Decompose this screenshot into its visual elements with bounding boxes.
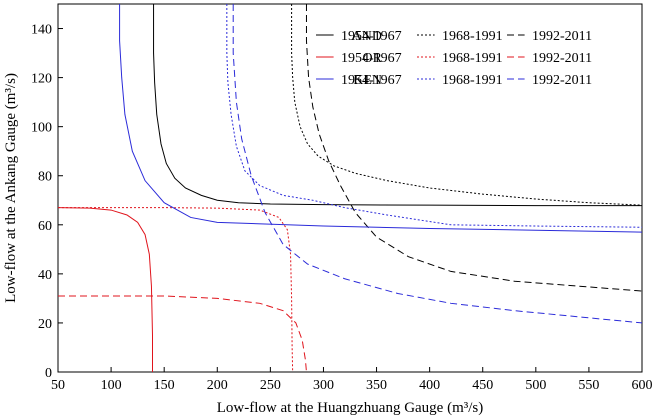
x-tick-label: 550 <box>578 378 599 393</box>
legend-period-label: 1968-1991 <box>442 51 503 66</box>
legend-period-label: 1968-1991 <box>442 73 503 88</box>
curve-ken-1992-2011 <box>232 4 642 324</box>
curve-and-1968-1991 <box>291 4 642 206</box>
y-axis-title: Low-flow at the Ankang Gauge (m³/s) <box>3 73 19 303</box>
legend-period-label: 1954-1967 <box>341 29 402 44</box>
x-tick-label: 50 <box>51 378 65 393</box>
curve-and-1954-1967 <box>153 4 642 207</box>
legend-group-label: AND <box>352 29 382 44</box>
y-tick-label: 60 <box>38 219 52 234</box>
legend-group-label: OR <box>363 51 383 66</box>
x-axis-title: Low-flow at the Huangzhuang Gauge (m³/s) <box>217 400 484 416</box>
plot-frame <box>57 3 643 373</box>
x-tick-label: 450 <box>472 378 493 393</box>
x-tick-label: 250 <box>260 378 281 393</box>
x-tick-label: 400 <box>419 378 440 393</box>
curves-layer <box>58 4 642 372</box>
x-tick-label: 200 <box>207 378 228 393</box>
curve-and-1992-2011 <box>305 4 642 292</box>
x-tick-label: 600 <box>632 378 653 393</box>
curve-ken-1954-1967 <box>119 4 642 233</box>
y-tick-label: 40 <box>38 268 52 283</box>
legend-period-label: 1992-2011 <box>532 73 592 88</box>
legend-period-label: 1992-2011 <box>532 29 592 44</box>
x-tick-label: 350 <box>366 378 387 393</box>
legend-period-label: 1954-1967 <box>341 73 402 88</box>
curve-or-1992-2011 <box>58 295 307 372</box>
x-tick-label: 300 <box>313 378 334 393</box>
x-tick-label: 500 <box>525 378 546 393</box>
curve-or-1968-1991 <box>58 207 294 372</box>
legend-period-label: 1968-1991 <box>442 29 503 44</box>
y-tick-label: 0 <box>45 366 52 381</box>
curve-or-1954-1967 <box>58 207 153 372</box>
legend-group-label: KEN <box>353 73 382 88</box>
y-tick-label: 80 <box>38 170 52 185</box>
y-tick-label: 20 <box>38 317 52 332</box>
y-tick-label: 100 <box>31 121 52 136</box>
x-axis: 50 100 150 200 250 300 350 400 450 500 550 600 <box>51 367 653 393</box>
x-tick-label: 150 <box>154 378 175 393</box>
y-axis: 0 20 40 60 80 100 120 140 <box>31 23 63 381</box>
legend-period-label: 1954-1967 <box>341 51 402 66</box>
x-tick-label: 100 <box>101 378 122 393</box>
legend-period-label: 1992-2011 <box>532 51 592 66</box>
y-tick-label: 140 <box>31 23 52 38</box>
y-tick-label: 120 <box>31 72 52 87</box>
